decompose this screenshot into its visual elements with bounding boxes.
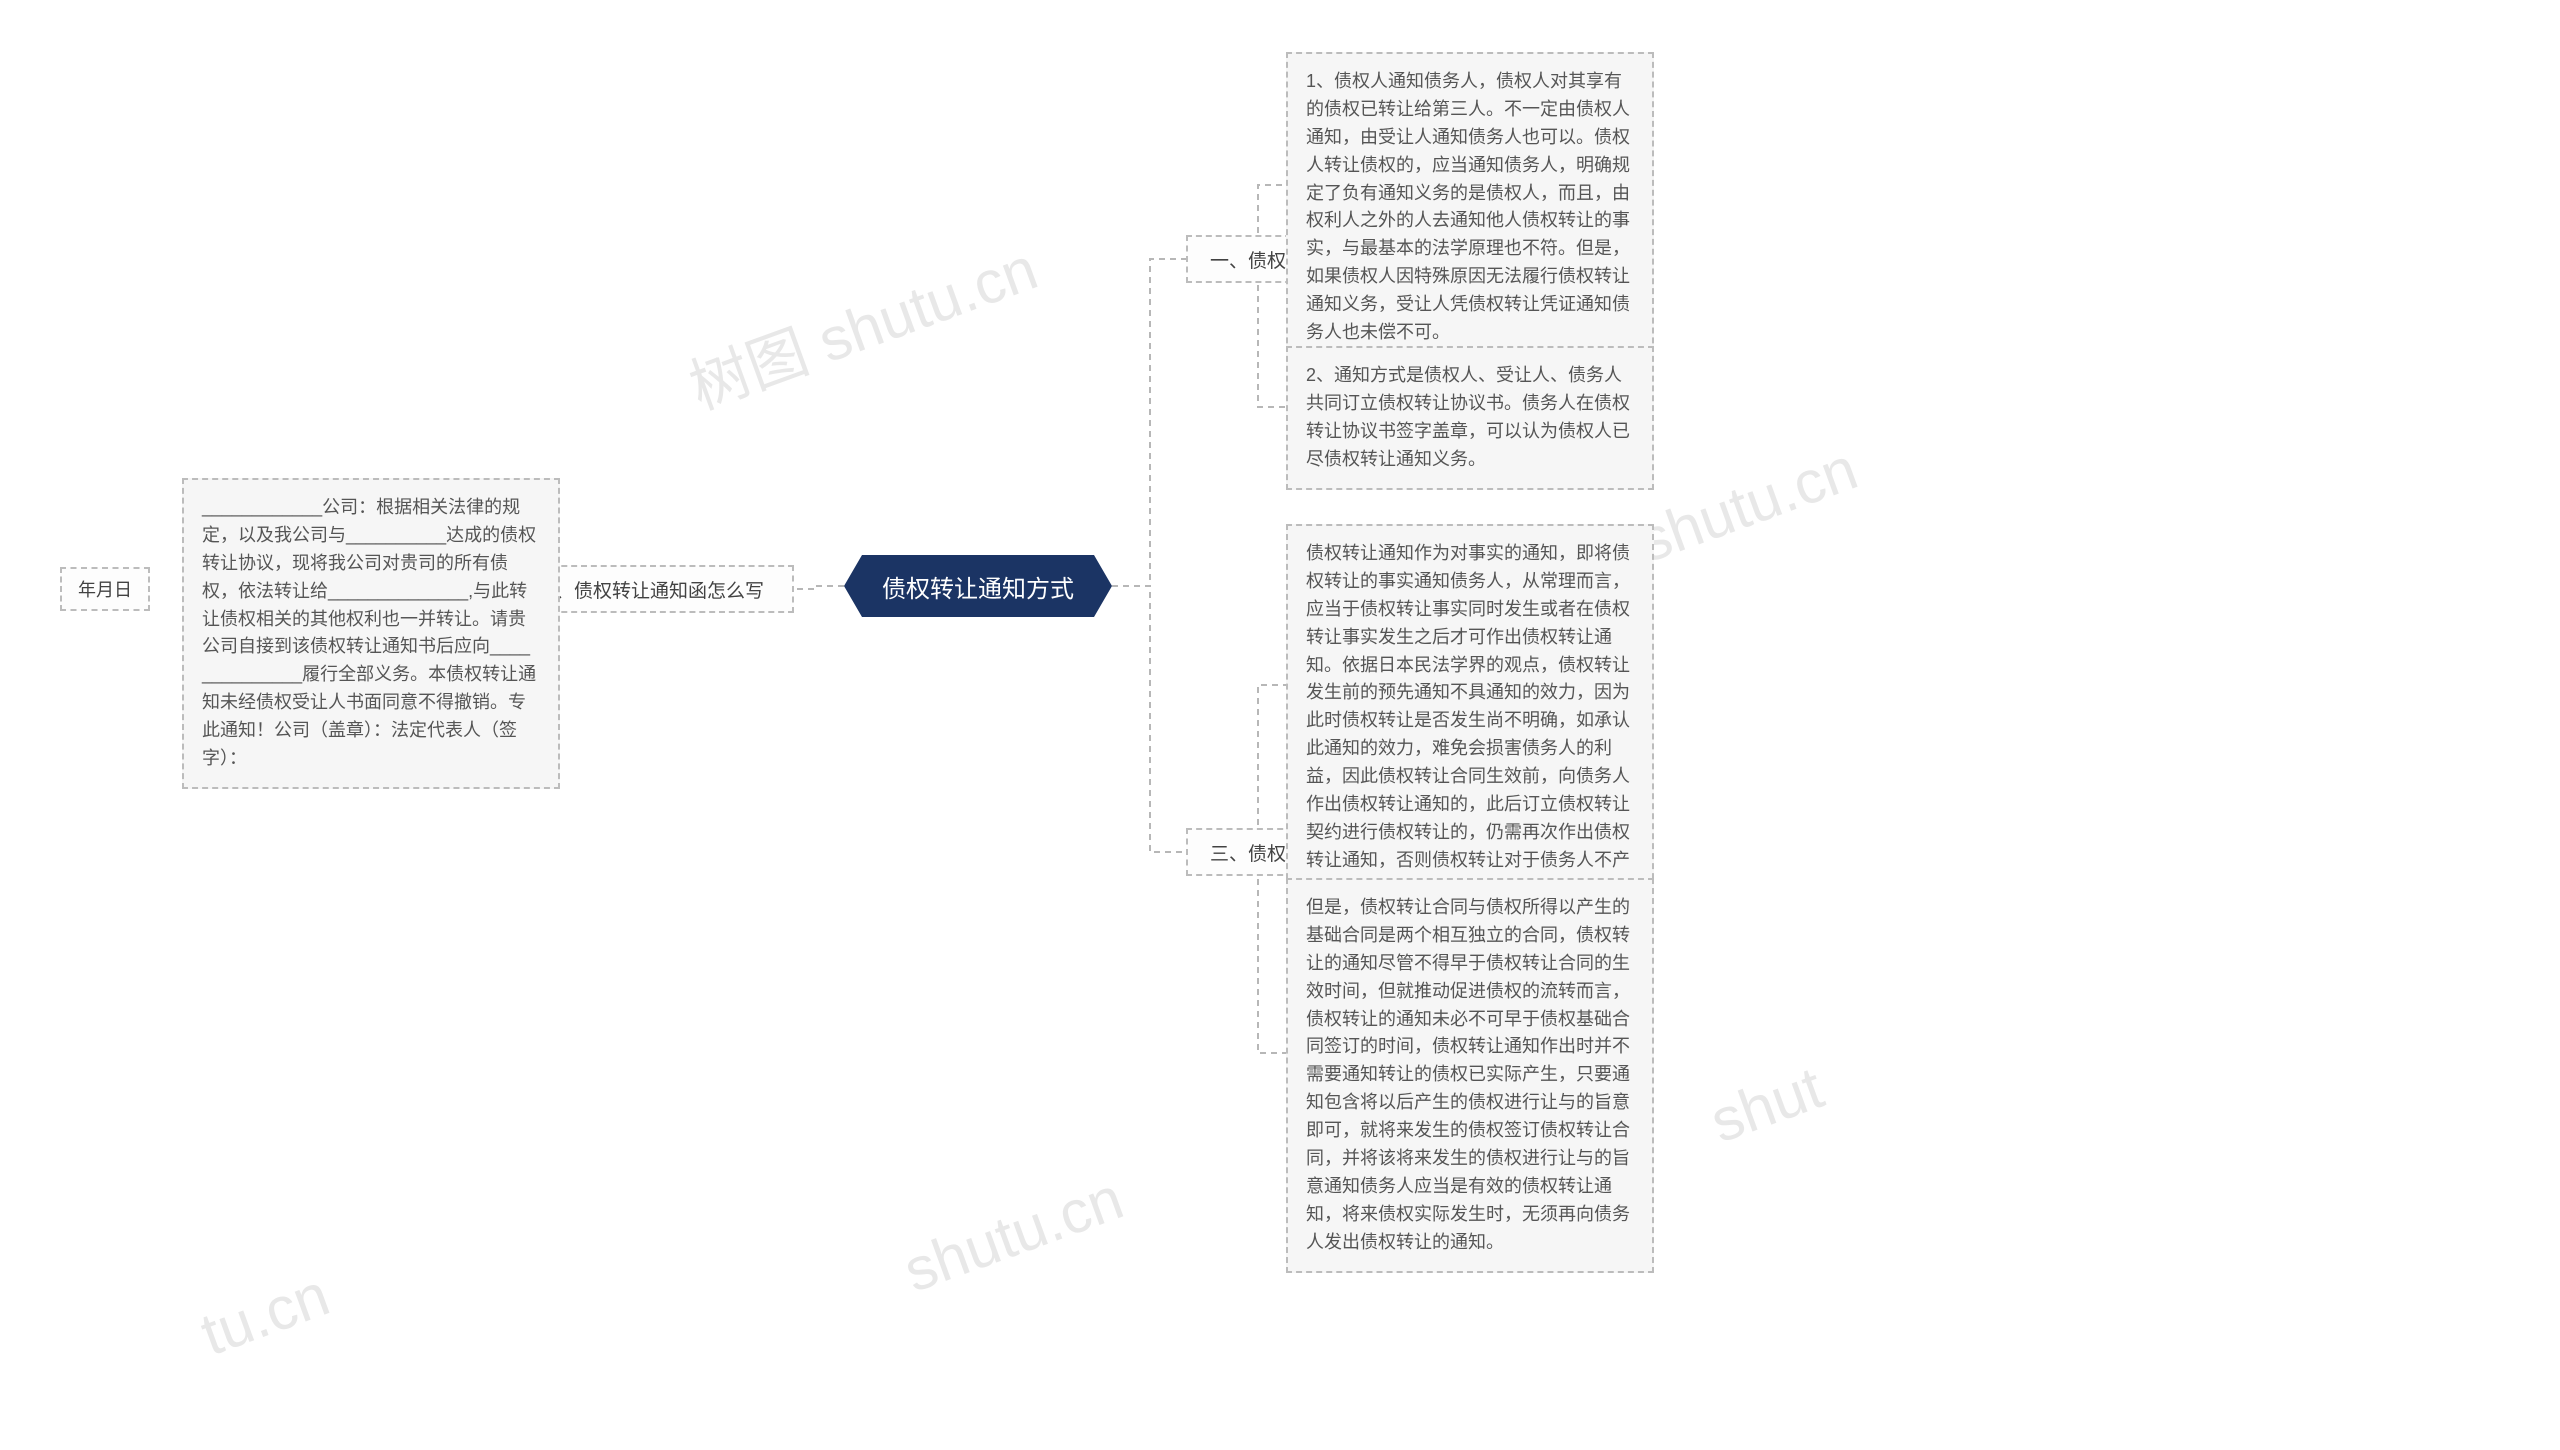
watermark: tu.cn [192, 1260, 338, 1369]
leaf-date: 年月日 [60, 567, 150, 611]
leaf-1-2: 2、通知方式是债权人、受让人、债务人共同订立债权转让协议书。债务人在债权转让协议… [1286, 346, 1654, 490]
watermark: shut [1702, 1053, 1832, 1157]
mindmap-root: 债权转让通知方式 [844, 555, 1112, 617]
watermark: shutu.cn [895, 1163, 1132, 1305]
leaf-1-1: 1、债权人通知债务人，债权人对其享有的债权已转让给第三人。不一定由债权人通知，由… [1286, 52, 1654, 363]
leaf-letter-template: ____________公司：根据相关法律的规定，以及我公司与_________… [182, 478, 560, 789]
leaf-3-2: 但是，债权转让合同与债权所得以产生的基础合同是两个相互独立的合同，债权转让的通知… [1286, 878, 1654, 1273]
watermark: 树图 shutu.cn [676, 220, 1047, 426]
leaf-3-1: 债权转让通知作为对事实的通知，即将债权转让的事实通知债务人，从常理而言，应当于债… [1286, 524, 1654, 919]
